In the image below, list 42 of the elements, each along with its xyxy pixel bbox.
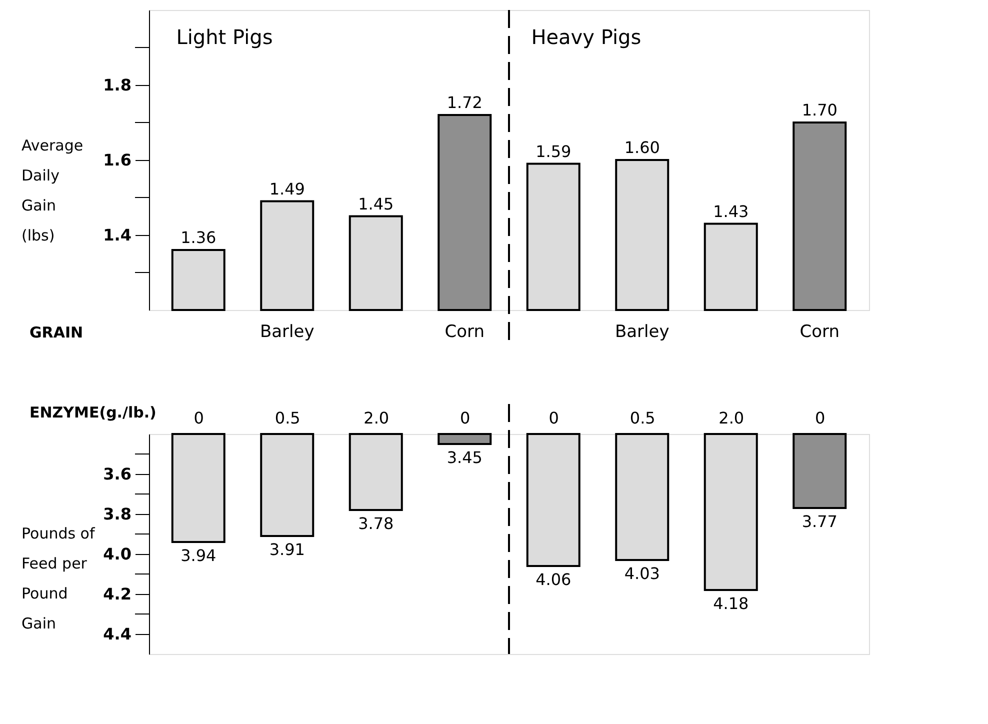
data-label: 3.45 [446,448,482,467]
x-tick-label: 0 [460,408,470,428]
data-label: 3.77 [802,512,838,531]
text: Barley [260,322,314,342]
y-tick-label: 1.8 [103,76,132,94]
data-label: 1.72 [446,93,482,112]
data-label: 1.36 [180,228,216,247]
data-label: 3.94 [180,546,216,565]
annotation: Heavy Pigs [531,25,642,49]
data-label: 3.91 [269,540,305,559]
text: Barley [614,322,670,342]
x-tick-label: 2.0 [364,408,390,428]
data-label: 1.45 [358,194,394,214]
y-tick-label: 4.4 [103,624,132,644]
data-label: 4.06 [536,570,572,589]
x-axis-title: ENZYME(g./lb.) [30,404,156,422]
y-tick-label: 4.2 [103,584,132,604]
x-tick-label: 2.0 [718,408,744,428]
x-tick-label: 0 [194,408,204,428]
data-label: 4.03 [624,564,660,583]
y-tick-label: 3.6 [103,464,132,484]
y-axis-title: Pounds of Feed per Pound Gain [22,524,96,632]
x-tick-label: 0 [548,408,559,428]
annotation: Light Pigs [176,25,273,49]
x-axis-title: GRAIN [30,324,84,342]
data-label: 1.43 [713,202,749,221]
y-tick-label: 3.8 [103,504,132,524]
x-tick-label: 0.5 [274,408,300,428]
data-label: 1.59 [536,142,572,161]
x-tick-label: 0.5 [630,408,656,428]
x-tick-label: 0 [815,408,826,428]
y-tick-label: 1.6 [103,150,132,170]
data-label: 1.60 [624,138,660,157]
y-axis-title: Average Daily Gain (lbs) [22,136,84,244]
data-label: 3.78 [358,514,394,533]
data-label: 4.18 [713,594,749,613]
y-tick-label: 1.4 [103,226,132,244]
data-label: 1.49 [269,179,305,198]
text: Corn [444,322,484,342]
data-label: 1.70 [802,100,838,120]
text: Corn [800,322,840,342]
y-tick-label: 4.0 [103,544,132,564]
